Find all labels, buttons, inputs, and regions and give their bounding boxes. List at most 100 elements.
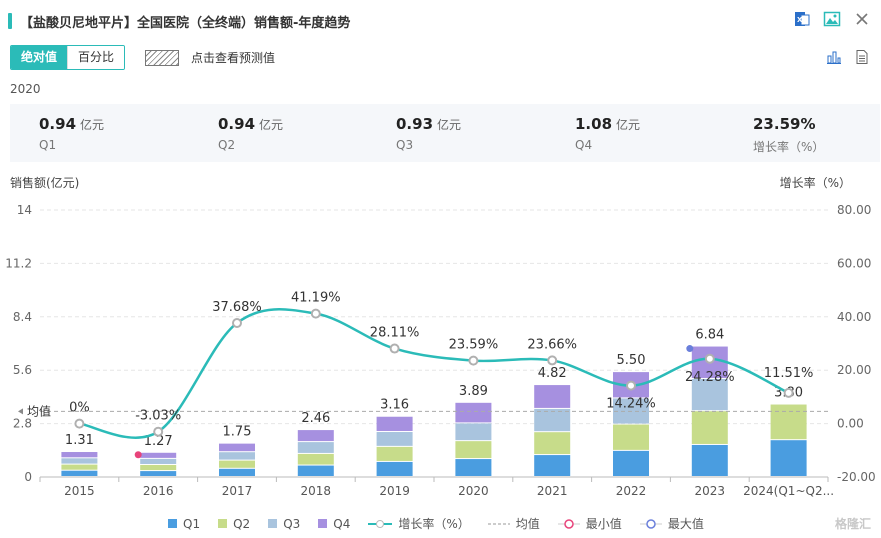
legend-swatch xyxy=(168,519,177,528)
growth-line xyxy=(79,308,790,439)
growth-label: 11.51% xyxy=(764,366,814,381)
legend-item-q1[interactable]: Q1 xyxy=(168,517,200,531)
growth-point xyxy=(389,343,400,354)
image-export-icon[interactable] xyxy=(823,10,841,28)
bar-q2 xyxy=(770,404,807,440)
legend-label: 最小值 xyxy=(585,517,622,531)
summary-label: Q4 xyxy=(575,138,593,152)
growth-label: 23.59% xyxy=(449,338,499,353)
forecast-label: 点击查看预测值 xyxy=(191,51,276,65)
bar-q1 xyxy=(376,461,413,476)
summary-q3: 0.93 亿元 Q3 xyxy=(396,114,461,152)
title-bar: 【盐酸贝尼地平片】全国医院（全终端）销售额-年度趋势 xyxy=(8,10,350,32)
max-marker-icon xyxy=(639,518,662,529)
legend-item-avg[interactable]: 均值 xyxy=(487,515,540,532)
forecast-toggle[interactable]: 点击查看预测值 xyxy=(145,49,275,66)
legend-item-growth[interactable]: 增长率（%） xyxy=(368,515,470,532)
bar-q4 xyxy=(534,385,571,408)
summary-value: 1.08 xyxy=(575,115,613,133)
bar-q2 xyxy=(376,446,413,461)
summary-label: Q2 xyxy=(218,138,236,152)
bar-q1 xyxy=(770,440,807,476)
legend-label: Q2 xyxy=(233,516,251,531)
legend-item-q2[interactable]: Q2 xyxy=(218,517,250,531)
bar-q3 xyxy=(534,408,571,432)
average-label: 均值 xyxy=(27,403,51,418)
bar-q4 xyxy=(219,443,255,452)
x-tick-label: 2017 xyxy=(222,484,253,498)
average-marker xyxy=(18,408,23,415)
x-tick-label: 2018 xyxy=(301,484,332,498)
summary-label: 增长率（%） xyxy=(753,140,825,154)
legend-item-q4[interactable]: Q4 xyxy=(318,517,350,531)
excel-export-icon[interactable]: X xyxy=(793,10,811,28)
summary-unit: 亿元 xyxy=(616,118,641,132)
summary-q4: 1.08 亿元 Q4 xyxy=(575,114,640,152)
growth-label: 14.24% xyxy=(606,397,656,412)
tab-absolute[interactable]: 绝对值 xyxy=(11,46,68,69)
table-icon[interactable] xyxy=(853,48,871,66)
x-tick-label: 2022 xyxy=(616,484,647,498)
bar-q1 xyxy=(219,468,255,476)
summary-unit: 亿元 xyxy=(80,118,105,132)
page-title: 【盐酸贝尼地平片】全国医院（全终端）销售额-年度趋势 xyxy=(20,15,351,31)
bar-q2 xyxy=(691,411,728,444)
legend-item-q3[interactable]: Q3 xyxy=(268,517,300,531)
bar-total-label: 1.27 xyxy=(144,434,173,449)
bar-q1 xyxy=(61,470,98,476)
top-actions: X xyxy=(793,10,871,28)
view-switch xyxy=(825,48,871,66)
bar-q4 xyxy=(376,416,413,431)
legend-swatch xyxy=(268,519,278,528)
bar-total-label: 1.75 xyxy=(223,425,252,440)
tab-percent[interactable]: 百分比 xyxy=(67,46,125,69)
y-right-tick-label: 40.00 xyxy=(837,310,871,324)
y-left-tick-label: 0 xyxy=(24,470,32,484)
legend-item-max[interactable]: 最大值 xyxy=(639,515,704,532)
min-marker xyxy=(134,451,142,459)
title-accent xyxy=(8,13,12,29)
bar-total-label: 4.82 xyxy=(538,366,567,381)
bar-q1 xyxy=(297,465,334,476)
bar-chart-icon[interactable] xyxy=(825,48,843,66)
growth-label: -3.03% xyxy=(135,409,181,424)
bar-q2 xyxy=(219,460,255,468)
x-tick-label: 2023 xyxy=(695,484,726,498)
y-left-tick-label: 11.2 xyxy=(5,256,32,270)
legend-label: 均值 xyxy=(515,517,540,531)
bar-total-label: 3.16 xyxy=(380,398,409,413)
y-right-tick-label: 20.00 xyxy=(837,363,871,377)
bar-total-label: 6.84 xyxy=(695,328,724,343)
left-axis-title: 销售额(亿元) xyxy=(10,176,80,190)
bar-q3 xyxy=(61,458,98,464)
bar-q3 xyxy=(140,458,177,464)
x-tick-label: 2016 xyxy=(143,484,174,498)
bar-q3 xyxy=(376,431,413,446)
close-icon[interactable] xyxy=(853,10,871,28)
dashed-line-icon xyxy=(487,523,510,524)
bar-q2 xyxy=(455,441,492,459)
legend-item-min[interactable]: 最小值 xyxy=(557,515,622,532)
growth-label: 37.68% xyxy=(212,300,262,315)
min-marker-icon xyxy=(557,518,580,529)
bar-q2 xyxy=(534,432,571,455)
x-tick-label: 2020 xyxy=(458,484,489,498)
x-tick-label: 2024(Q1~Q2... xyxy=(743,484,834,498)
growth-label: 24.28% xyxy=(685,370,735,385)
growth-point xyxy=(310,308,321,319)
selected-year: 2020 xyxy=(10,82,41,96)
max-marker xyxy=(686,345,694,353)
bar-q1 xyxy=(691,444,728,476)
bar-q3 xyxy=(455,423,492,441)
growth-label: 28.11% xyxy=(370,326,420,341)
growth-label: 23.66% xyxy=(527,337,577,352)
growth-point xyxy=(468,355,479,366)
bar-q2 xyxy=(140,464,177,471)
bar-q4 xyxy=(140,452,177,458)
summary-value: 23.59% xyxy=(753,115,816,133)
growth-label: 0% xyxy=(69,401,90,416)
bar-q4 xyxy=(297,430,334,442)
growth-label: 41.19% xyxy=(291,291,341,306)
bar-q1 xyxy=(455,459,492,476)
bar-q3 xyxy=(219,452,255,460)
